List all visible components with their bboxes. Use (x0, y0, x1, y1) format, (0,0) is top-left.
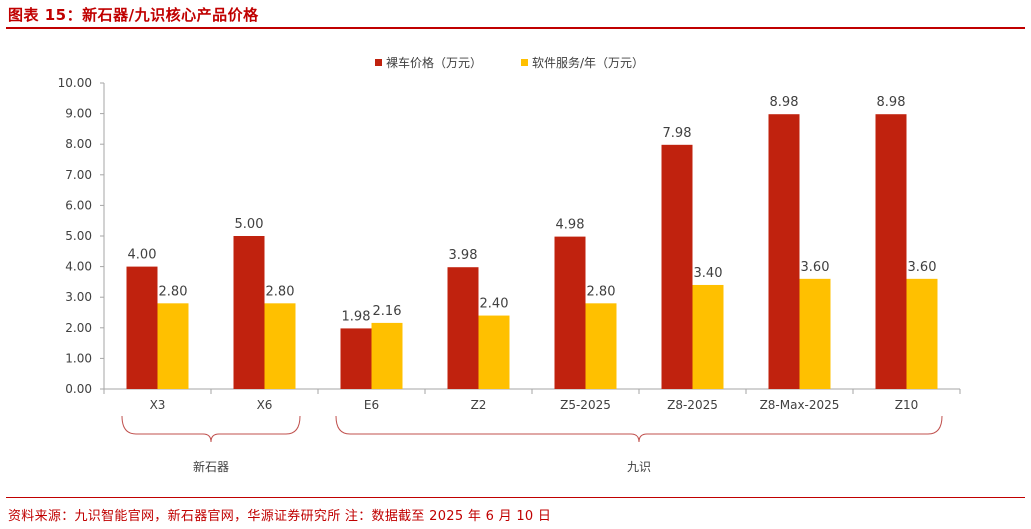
y-tick-label: 3.00 (65, 290, 92, 304)
group-bracket (335, 415, 943, 443)
bar-vehicle-price (447, 267, 479, 389)
category-label: X6 (257, 398, 273, 412)
bar-vehicle-price (554, 236, 586, 389)
bar-vehicle-price (875, 114, 907, 389)
legend-swatch (375, 59, 382, 66)
bar-software-fee (799, 278, 831, 389)
data-label: 8.98 (770, 95, 799, 110)
y-tick-label: 1.00 (65, 351, 92, 365)
data-label: 2.40 (480, 297, 509, 312)
y-tick-label: 10.00 (58, 76, 92, 90)
data-label: 3.60 (908, 260, 937, 275)
data-label: 2.16 (373, 304, 402, 319)
bar-vehicle-price (340, 328, 372, 389)
legend-label: 软件服务/年（万元） (532, 55, 644, 70)
bar-vehicle-price (233, 236, 265, 389)
data-label: 5.00 (235, 217, 264, 232)
y-tick-label: 9.00 (65, 107, 92, 121)
source-note: 资料来源：九识智能官网，新石器官网，华源证券研究所 注：数据截至 2025 年 … (8, 509, 552, 524)
group-label: 九识 (627, 460, 651, 474)
data-label: 3.60 (801, 260, 830, 275)
footer-divider (6, 497, 1025, 498)
bar-vehicle-price (768, 114, 800, 389)
bar-chart: 0.00 1.00 2.00 3.00 4.00 5.00 6.00 7.00 8.00 9.00… (58, 55, 961, 474)
y-tick-label: 6.00 (65, 198, 92, 212)
bar-software-fee (585, 303, 617, 389)
data-label: 3.40 (694, 266, 723, 281)
data-label: 4.00 (128, 248, 157, 263)
data-label: 2.80 (587, 284, 616, 299)
data-label: 7.98 (663, 126, 692, 141)
group-bracket (121, 415, 301, 443)
bar-software-fee (692, 284, 724, 389)
bar-software-fee (371, 322, 403, 389)
category-label: Z8-2025 (667, 398, 718, 412)
category-label: Z10 (895, 398, 919, 412)
bar-software-fee (478, 315, 510, 389)
bar-software-fee (264, 303, 296, 389)
data-label: 8.98 (877, 95, 906, 110)
title-divider (6, 27, 1025, 29)
data-label: 2.80 (266, 284, 295, 299)
category-label: Z8-Max-2025 (760, 398, 840, 412)
y-tick-label: 7.00 (65, 168, 92, 182)
bar-software-fee (157, 303, 189, 389)
y-tick-label: 2.00 (65, 321, 92, 335)
y-tick-label: 0.00 (65, 382, 92, 396)
category-label: E6 (364, 398, 379, 412)
bar-software-fee (906, 278, 938, 389)
y-tick-label: 5.00 (65, 229, 92, 243)
y-tick-label: 8.00 (65, 137, 92, 151)
data-label: 3.98 (449, 248, 478, 263)
category-label: X3 (150, 398, 166, 412)
category-label: Z2 (471, 398, 487, 412)
data-label: 2.80 (159, 284, 188, 299)
page-title: 图表 15：新石器/九识核心产品价格 (8, 6, 259, 24)
data-label: 1.98 (342, 309, 371, 324)
data-label: 4.98 (556, 218, 585, 233)
legend-swatch (521, 59, 528, 66)
bar-vehicle-price (661, 144, 693, 389)
category-label: Z5-2025 (560, 398, 611, 412)
group-label: 新石器 (193, 459, 229, 474)
legend-label: 裸车价格（万元） (386, 55, 482, 70)
y-tick-label: 4.00 (65, 260, 92, 274)
bar-vehicle-price (126, 266, 158, 389)
